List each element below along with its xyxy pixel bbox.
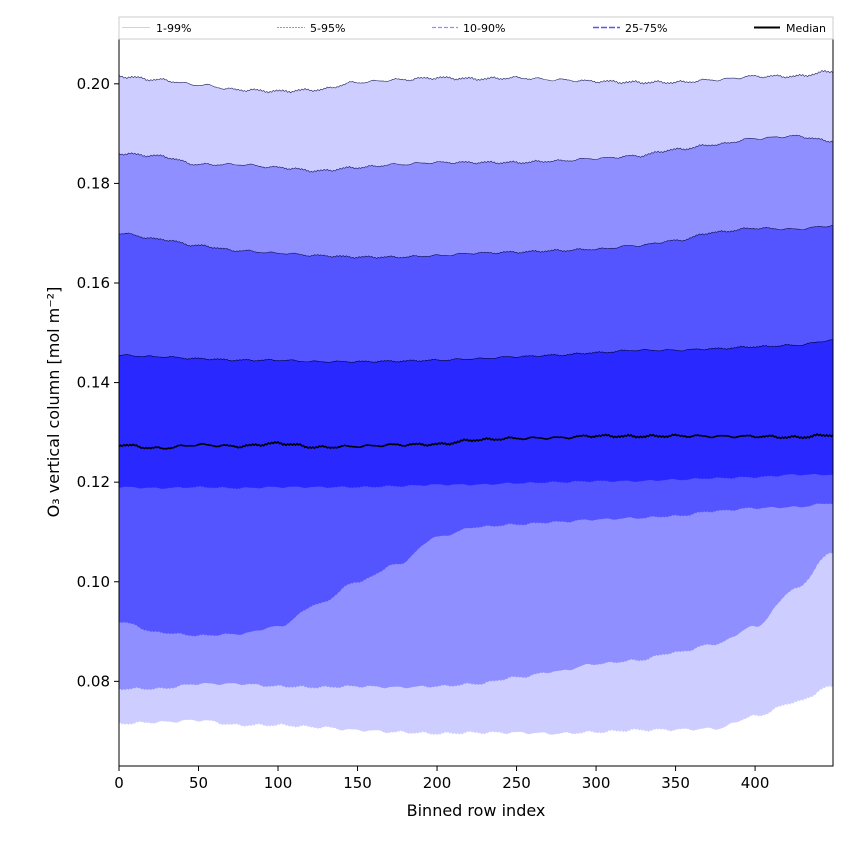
x-tick-label: 0 [114,774,124,792]
median-line [119,433,833,450]
x-tick-label: 200 [423,774,452,792]
x-axis: 0 50 100 150 200 250 300 350 400 [114,766,769,792]
band-25-75 [119,339,833,490]
y-tick-label: 0.20 [77,75,110,93]
y-axis: 0.08 0.10 0.12 0.14 0.16 0.18 0.20 [77,75,119,690]
y-tick-label: 0.14 [77,374,110,392]
bands-layer [119,70,833,736]
y-axis-label: O₃ vertical column [mol m⁻²] [44,287,63,518]
x-tick-label: 300 [582,774,611,792]
legend-label-median: Median [786,22,826,35]
y-tick-label: 0.12 [77,473,110,491]
legend-label-10-90: 10-90% [463,22,505,35]
band-25-75-upper-edge [119,339,833,364]
legend-box [118,16,834,40]
x-tick-label: 250 [502,774,531,792]
band-5-95-upper-edge [119,134,833,173]
legend-label-25-75: 25-75% [625,22,667,35]
legend: 1-99% 5-95% 10-90% 25-75% Median [118,16,834,40]
median-layer [119,433,833,450]
y-tick-label: 0.10 [77,573,110,591]
y-tick-label: 0.08 [77,672,110,690]
x-tick-label: 350 [661,774,690,792]
legend-label-1-99: 1-99% [156,22,191,35]
y-tick-label: 0.18 [77,174,110,192]
x-tick-label: 50 [189,774,208,792]
x-tick-label: 400 [741,774,770,792]
legend-label-5-95: 5-95% [310,22,345,35]
x-axis-label: Binned row index [407,801,546,820]
y-tick-label: 0.16 [77,274,110,292]
x-tick-label: 100 [264,774,293,792]
x-tick-label: 150 [343,774,372,792]
band-1-99-upper-edge [119,70,833,94]
band-10-90-upper-edge [119,225,833,259]
